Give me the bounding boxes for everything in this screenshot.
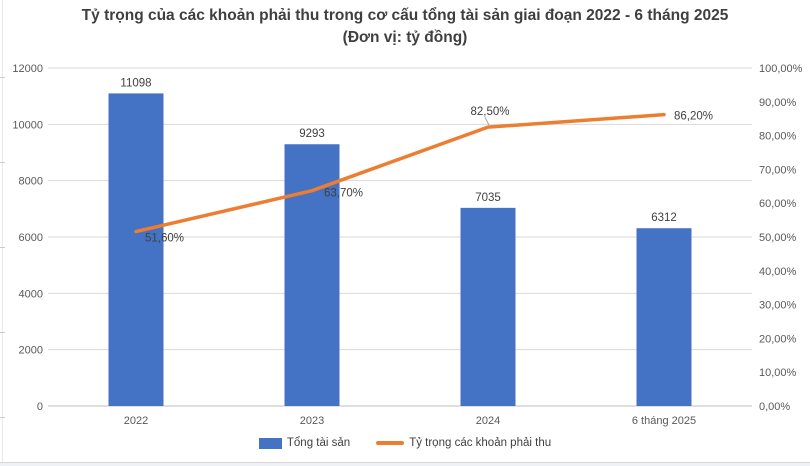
legend-item-total-assets: Tổng tài sản [258,437,351,449]
worksheet-row-tick [0,77,5,78]
line-series-swatch-icon [376,441,405,445]
bar-data-label: 11098 [120,77,151,89]
bar-data-label: 7035 [475,192,501,204]
left-axis-tick-label: 12000 [12,63,43,75]
bar [460,207,516,406]
ratio-line [134,112,666,234]
x-axis-category-label: 2024 [476,415,500,427]
right-axis-tick-label: 30,00% [759,300,797,312]
data-label-leader-line [484,116,490,126]
right-axis-tick-label: 40,00% [759,266,797,278]
legend-item-receivables-ratio: Tỷ trọng các khoản phải thu [376,437,551,449]
worksheet-row-tick [0,247,5,248]
left-axis-tick-label: 0 [37,401,43,413]
x-axis-category-label: 2022 [124,415,148,427]
right-axis-tick-label: 20,00% [759,333,797,345]
right-axis-tick-label: 50,00% [759,232,797,244]
line-data-label: 86,20% [674,111,713,123]
x-axis-category-label: 2023 [300,415,324,427]
bar [284,144,340,406]
bar-data-label: 6312 [651,212,677,224]
chart-title-line2: (Đơn vị: tỷ đồng) [342,29,468,46]
legend-label-receivables-ratio: Tỷ trọng các khoản phải thu [409,437,552,449]
bar [108,93,164,406]
worksheet-left-gridline [2,0,3,462]
bar [636,228,692,406]
right-axis-tick-label: 0,00% [759,401,790,413]
bar-data-label: 9293 [299,128,325,140]
chart-title-line1: Tỷ trọng của các khoản phải thu trong cơ… [81,7,729,24]
left-axis-tick-label: 4000 [19,288,43,300]
worksheet-row-tick [0,162,5,163]
worksheet-row-tick [0,417,5,418]
right-axis-tick-label: 80,00% [759,131,797,143]
legend-label-total-assets: Tổng tài sản [286,437,351,449]
bar-series-swatch-icon [258,437,282,449]
left-axis-tick-label: 2000 [19,345,43,357]
line-data-label: 63,70% [324,188,363,200]
worksheet-row-tick [0,332,5,333]
worksheet-bottom-strip [0,463,810,466]
right-axis-tick-label: 100,00% [759,63,803,75]
left-axis-tick-label: 6000 [19,232,43,244]
right-axis-tick-label: 60,00% [759,198,797,210]
right-axis-tick-label: 10,00% [759,367,797,379]
left-axis-tick-label: 10000 [12,119,43,131]
chart-title: Tỷ trọng của các khoản phải thu trong cơ… [0,5,810,49]
left-axis-tick-label: 8000 [19,176,43,188]
line-data-label: 51,60% [145,233,184,245]
line-data-label: 82,50% [470,106,509,118]
chart-legend: Tổng tài sản Tỷ trọng các khoản phải thu [0,437,810,449]
right-axis-tick-label: 70,00% [759,164,797,176]
right-axis-tick-label: 90,00% [759,97,797,109]
worksheet-bottom-gridline [0,462,810,463]
x-axis-category-label: 6 tháng 2025 [632,415,696,427]
